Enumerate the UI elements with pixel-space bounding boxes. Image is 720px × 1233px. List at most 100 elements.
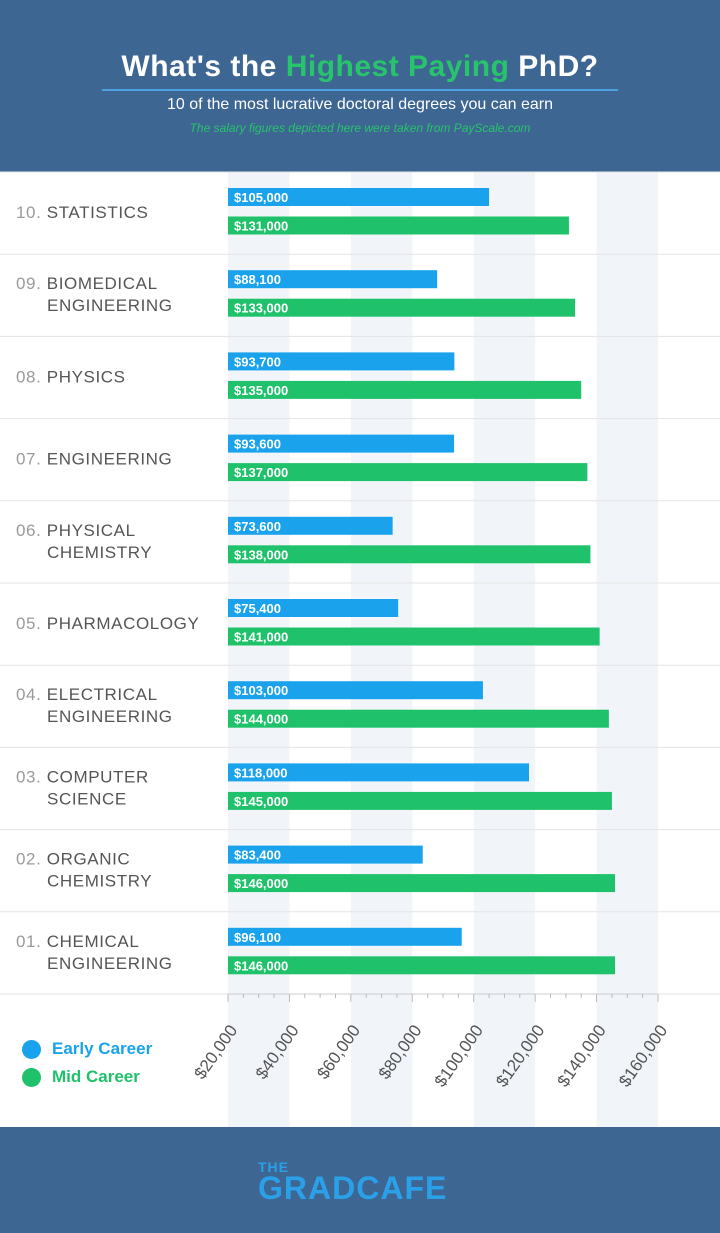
category-label: 06. PHYSICAL xyxy=(16,521,136,540)
category-name: CHEMISTRY xyxy=(47,872,152,891)
bar-mid-career xyxy=(228,791,612,810)
bar-value-label: $103,000 xyxy=(234,683,288,698)
category-name: STATISTICS xyxy=(47,203,149,222)
bar-early-career xyxy=(228,927,462,946)
category-rank: 09. xyxy=(16,274,47,293)
category-name: CHEMICAL xyxy=(47,932,140,951)
bar-value-label: $96,100 xyxy=(234,930,281,945)
category-label: 08. PHYSICS xyxy=(16,367,126,386)
legend-swatch-mid-career xyxy=(22,1067,41,1087)
category-row: 09. BIOMEDICAL ENGINEERING $88,100 $133,000 xyxy=(16,270,576,317)
bar-early-career xyxy=(228,434,455,453)
category-label: CHEMISTRY xyxy=(47,543,152,562)
legend-swatch-early-career xyxy=(22,1039,41,1059)
bar-value-label: $93,700 xyxy=(234,354,281,369)
bar-mid-career xyxy=(228,627,600,646)
bar-value-label: $105,000 xyxy=(234,190,288,205)
bar-mid-career xyxy=(228,709,609,728)
category-rank: 10. xyxy=(16,203,47,222)
category-rank: 08. xyxy=(16,367,47,386)
bar-mid-career xyxy=(228,956,615,975)
bar-value-label: $137,000 xyxy=(234,465,288,480)
bar-value-label: $75,400 xyxy=(234,601,281,616)
title-highlight: Highest Paying xyxy=(285,50,510,83)
legend-label-early-career: Early Career xyxy=(52,1039,153,1058)
category-rank: 04. xyxy=(16,685,47,704)
category-rank: 03. xyxy=(16,767,47,786)
bar-early-career xyxy=(228,188,490,206)
header-banner: What's the Highest Paying PhD? 10 of the… xyxy=(0,0,720,172)
bar-value-label: $138,000 xyxy=(234,547,288,562)
category-rank: 02. xyxy=(16,850,47,869)
bar-early-career xyxy=(228,763,529,782)
bar-value-label: $118,000 xyxy=(234,765,288,780)
logo-wordmark: GRADCAFE xyxy=(258,1170,448,1206)
category-label: 01. CHEMICAL xyxy=(16,932,139,951)
category-name: COMPUTER xyxy=(47,767,149,786)
bar-value-label: $141,000 xyxy=(234,630,288,645)
bar-value-label: $93,600 xyxy=(234,437,281,452)
bar-early-career xyxy=(228,845,423,864)
bar-value-label: $144,000 xyxy=(234,712,288,727)
bar-value-label: $88,100 xyxy=(234,272,281,287)
category-name: ENGINEERING xyxy=(47,707,173,726)
category-name: BIOMEDICAL xyxy=(47,274,158,293)
category-rank: 01. xyxy=(16,932,47,951)
bar-value-label: $73,600 xyxy=(234,519,281,534)
category-label: ENGINEERING xyxy=(47,954,173,973)
legend-label-mid-career: Mid Career xyxy=(52,1067,140,1086)
bar-value-label: $131,000 xyxy=(234,219,288,234)
category-row: 01. CHEMICAL ENGINEERING $96,100 $146,000 xyxy=(16,927,615,975)
category-row: 03. COMPUTER SCIENCE $118,000 $145,000 xyxy=(16,763,612,810)
bar-early-career xyxy=(228,270,438,289)
category-rank: 05. xyxy=(16,614,47,633)
salary-bar-chart: 10. STATISTICS $105,000 $131,000 09. BIOMED… xyxy=(0,171,720,1127)
bar-early-career xyxy=(228,681,483,700)
legend-item-mid-career: Mid Career xyxy=(22,1067,140,1087)
category-row: 05. PHARMACOLOGY $75,400 $141,000 xyxy=(16,599,600,646)
category-row: 07. ENGINEERING $93,600 $137,000 xyxy=(16,434,588,482)
category-row: 04. ELECTRICAL ENGINEERING $103,000 $144,00… xyxy=(16,681,609,728)
category-name: PHYSICS xyxy=(47,367,126,386)
bar-value-label: $146,000 xyxy=(234,958,288,973)
title-underline xyxy=(102,89,618,91)
category-row: 08. PHYSICS $93,700 $135,000 xyxy=(16,352,582,399)
footer-banner xyxy=(0,1127,720,1233)
logo-small-text: THE xyxy=(258,1159,289,1175)
category-row: 10. STATISTICS $105,000 $131,000 xyxy=(16,188,569,235)
category-name: ELECTRICAL xyxy=(47,685,158,704)
category-label: 10. STATISTICS xyxy=(16,203,148,222)
category-label: 04. ELECTRICAL xyxy=(16,685,158,704)
source-note: The salary figures depicted here were ta… xyxy=(189,121,531,135)
bar-early-career xyxy=(228,599,399,617)
bar-mid-career xyxy=(228,463,588,482)
title-pre: What's the xyxy=(121,50,286,83)
category-name: ENGINEERING xyxy=(47,954,173,973)
category-label: 02. ORGANIC xyxy=(16,850,130,869)
bar-value-label: $145,000 xyxy=(234,794,288,809)
bar-mid-career xyxy=(228,874,615,893)
category-label: 05. PHARMACOLOGY xyxy=(16,614,199,633)
category-label: ENGINEERING xyxy=(47,707,173,726)
category-rank: 06. xyxy=(16,521,47,540)
legend-item-early-career: Early Career xyxy=(22,1039,152,1059)
bar-mid-career xyxy=(228,216,569,235)
category-label: SCIENCE xyxy=(47,789,127,808)
title-post: PhD? xyxy=(509,50,599,83)
category-row: 02. ORGANIC CHEMISTRY $83,400 $146,000 xyxy=(16,845,615,893)
background-band xyxy=(596,172,658,1127)
category-name: PHYSICAL xyxy=(47,521,136,540)
category-name: CHEMISTRY xyxy=(47,543,152,562)
category-label: 07. ENGINEERING xyxy=(16,450,172,469)
page-subtitle: 10 of the most lucrative doctoral degree… xyxy=(167,96,553,113)
category-label: 09. BIOMEDICAL xyxy=(16,274,158,293)
bar-value-label: $133,000 xyxy=(234,301,288,316)
bar-value-label: $135,000 xyxy=(234,383,288,398)
category-label: 03. COMPUTER xyxy=(16,767,149,786)
category-name: PHARMACOLOGY xyxy=(47,614,200,633)
category-label: CHEMISTRY xyxy=(47,872,152,891)
bar-early-career xyxy=(228,516,393,535)
category-name: ORGANIC xyxy=(47,850,131,869)
category-label: ENGINEERING xyxy=(47,296,173,315)
